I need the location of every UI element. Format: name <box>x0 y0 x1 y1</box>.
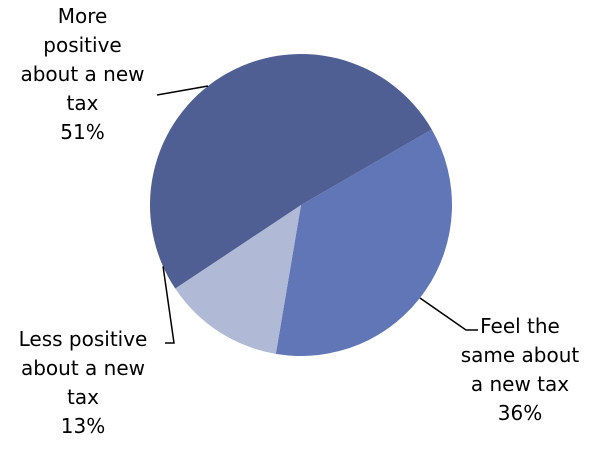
slice-label-line: about a new <box>20 62 145 86</box>
slice-label-feel-the-same: Feel the same about a new tax 36% <box>440 312 599 428</box>
slice-value-label: 13% <box>60 414 106 438</box>
slice-label-line: Less positive <box>18 327 148 351</box>
pie-slice-more-positive <box>150 54 432 289</box>
slice-label-line: More <box>57 4 108 28</box>
pie-slice-feel-the-same <box>275 129 453 356</box>
slice-label-line: same about <box>460 343 580 367</box>
slice-label-line: tax <box>66 91 99 115</box>
leader-line-less-positive <box>162 266 175 344</box>
slice-label-line: about a new <box>20 356 145 380</box>
slice-value-label: 51% <box>60 120 105 144</box>
slice-label-line: positive <box>43 33 122 57</box>
leader-line-more-positive <box>156 85 209 96</box>
slice-label-less-positive: Less positive about a new tax 13% <box>3 325 163 441</box>
leader-line-feel-the-same <box>419 297 478 331</box>
slice-label-more-positive: More positive about a new tax 51% <box>5 2 160 147</box>
slice-label-line: tax <box>67 385 99 409</box>
slice-label-line: Feel the <box>480 314 560 338</box>
slice-value-label: 36% <box>497 401 543 425</box>
pie-slice-less-positive <box>175 205 301 354</box>
slice-label-line: a new tax <box>470 372 570 396</box>
